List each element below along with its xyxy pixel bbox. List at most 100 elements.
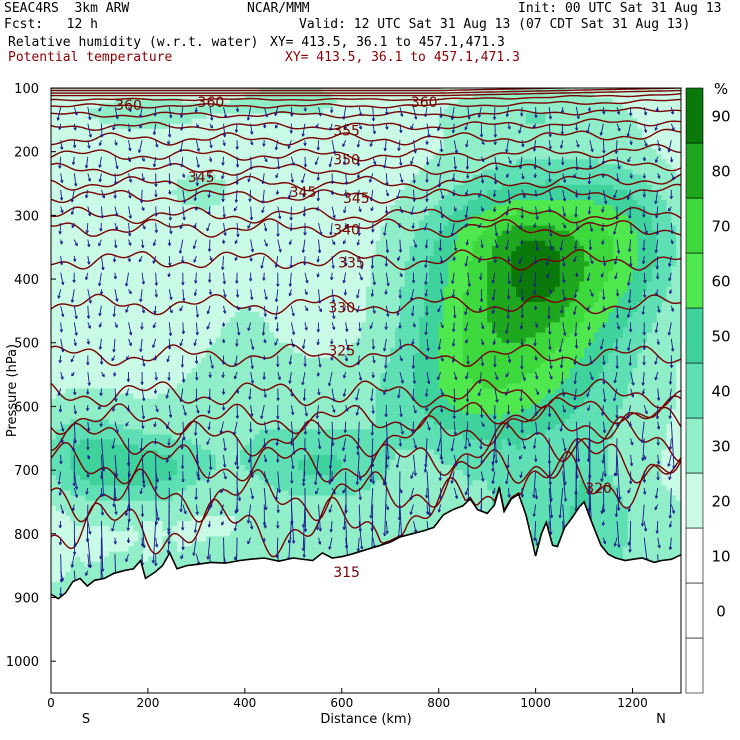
rh-cell <box>298 312 304 318</box>
rh-cell <box>269 128 275 135</box>
rh-cell <box>283 419 290 425</box>
rh-cell <box>177 189 183 196</box>
rh-cell <box>133 210 139 216</box>
rh-cell <box>244 271 251 278</box>
rh-cell <box>55 398 62 405</box>
rh-cell <box>143 454 149 461</box>
rh-cell <box>259 363 265 369</box>
rh-cell <box>206 358 212 364</box>
rh-cell <box>89 301 96 308</box>
rh-cell <box>303 149 309 155</box>
rh-cell <box>70 424 76 430</box>
rh-cell <box>118 358 125 364</box>
rh-cell <box>55 582 62 588</box>
rh-cell <box>230 281 236 288</box>
rh-cell <box>118 510 125 517</box>
rh-cell <box>123 500 130 507</box>
rh-cell <box>235 144 241 150</box>
rh-cell <box>133 495 139 502</box>
rh-cell <box>143 194 149 201</box>
rh-cell <box>191 225 197 232</box>
rh-cell <box>80 475 86 481</box>
rh-cell <box>128 261 134 267</box>
rh-cell <box>177 342 183 349</box>
rh-cell <box>70 383 76 390</box>
rh-cell <box>278 138 285 145</box>
rh-cell <box>84 123 91 130</box>
rh-cell <box>152 194 159 201</box>
rh-cell <box>167 169 173 176</box>
rh-cell <box>157 266 164 273</box>
rh-cell <box>191 266 197 273</box>
rh-cell <box>196 439 202 446</box>
rh-cell <box>65 434 71 441</box>
rh-cell <box>244 128 251 135</box>
rh-cell <box>162 551 168 558</box>
rh-cell <box>123 154 130 160</box>
rh-cell <box>143 291 149 298</box>
rh-cell <box>278 495 285 502</box>
rh-cell <box>293 215 299 222</box>
rh-cell <box>215 536 222 543</box>
rh-cell <box>128 149 134 155</box>
rh-cell <box>143 184 149 191</box>
rh-cell <box>186 174 193 181</box>
rh-cell <box>162 159 168 166</box>
rh-cell <box>123 388 130 395</box>
rh-cell <box>225 556 231 563</box>
rh-cell <box>109 465 115 471</box>
rh-cell <box>298 388 304 395</box>
rh-cell <box>269 505 275 512</box>
rh-cell <box>172 149 178 155</box>
rh-cell <box>278 235 285 242</box>
rh-cell <box>186 169 193 176</box>
rh-cell <box>220 200 227 206</box>
rh-cell <box>254 245 260 252</box>
rh-cell <box>157 271 164 278</box>
rh-cell <box>249 414 256 420</box>
rh-cell <box>109 98 115 104</box>
rh-cell <box>215 465 222 471</box>
rh-cell <box>210 434 217 441</box>
rh-cell <box>191 108 197 115</box>
rh-cell <box>172 98 178 104</box>
rh-cell <box>157 373 164 379</box>
rh-cell <box>254 342 260 349</box>
rh-cell <box>293 245 299 252</box>
rh-cell <box>89 210 96 216</box>
rh-cell <box>109 337 115 344</box>
rh-cell <box>186 128 193 135</box>
rh-cell <box>244 424 251 430</box>
rh-cell <box>99 154 105 160</box>
rh-cell <box>278 373 285 379</box>
rh-cell <box>133 388 139 395</box>
rh-cell <box>60 235 67 242</box>
rh-cell <box>191 475 197 481</box>
rh-cell <box>80 561 86 568</box>
rh-cell <box>60 342 67 349</box>
rh-cell <box>298 332 304 339</box>
rh-cell <box>55 286 62 293</box>
rh-cell <box>84 378 91 385</box>
rh-cell <box>177 205 183 211</box>
rh-cell <box>51 174 57 181</box>
rh-cell <box>283 98 290 104</box>
rh-cell <box>99 281 105 288</box>
rh-cell <box>240 312 246 318</box>
rh-cell <box>230 510 236 517</box>
rh-cell <box>235 551 241 558</box>
rh-cell <box>196 424 202 430</box>
rh-cell <box>278 465 285 471</box>
rh-cell <box>259 500 265 507</box>
rh-cell <box>89 240 96 247</box>
rh-cell <box>278 531 285 537</box>
rh-cell <box>254 500 260 507</box>
rh-cell <box>278 261 285 267</box>
rh-cell <box>254 276 260 283</box>
rh-cell <box>167 138 173 145</box>
rh-cell <box>196 414 202 420</box>
rh-cell <box>254 144 260 150</box>
rh-cell <box>138 235 144 242</box>
rh-cell <box>65 133 71 140</box>
rh-cell <box>118 194 125 201</box>
